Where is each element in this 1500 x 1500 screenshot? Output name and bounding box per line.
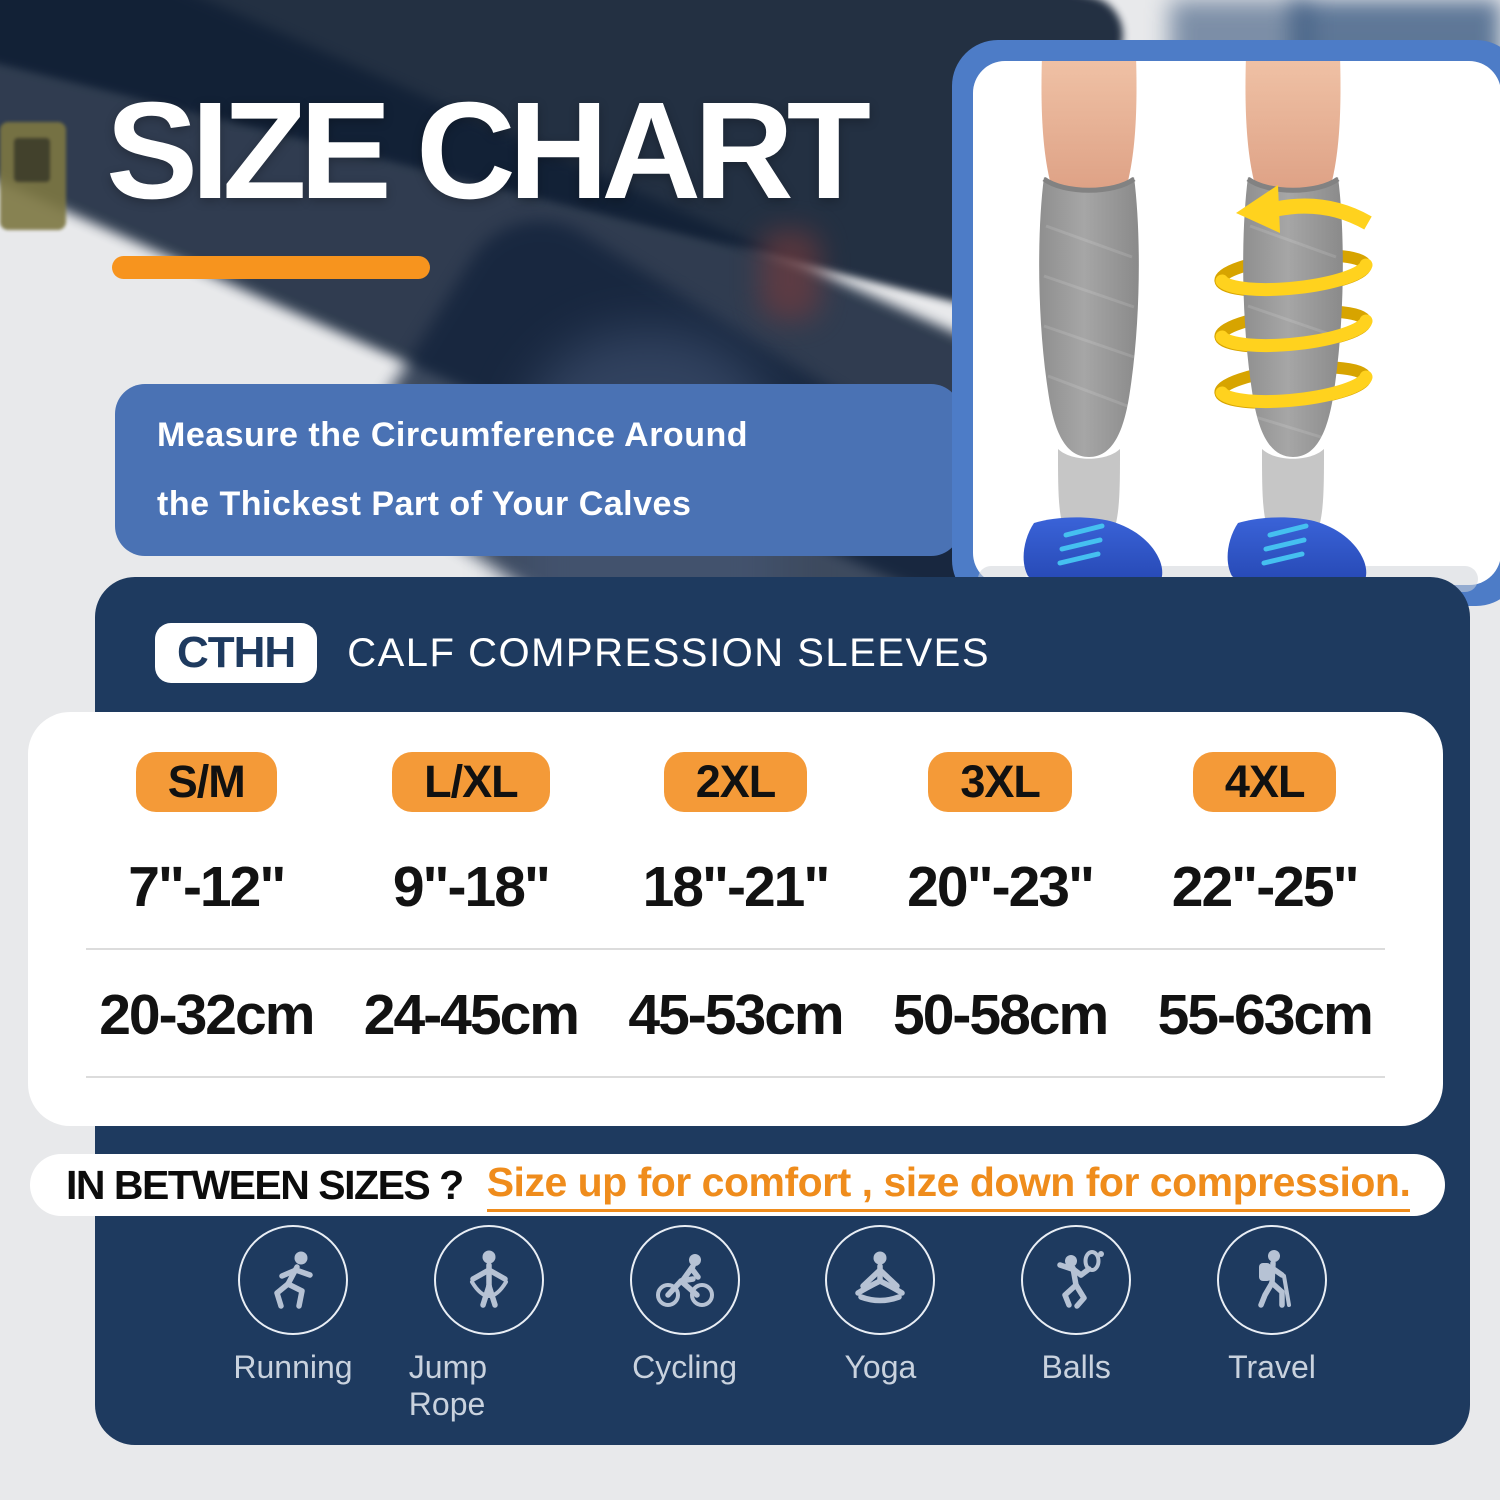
right-shoe-laces	[1261, 523, 1309, 566]
measure-note-line1: Measure the Circumference Around	[157, 416, 748, 454]
size-header-row: S/M L/XL 2XL 3XL 4XL	[74, 752, 1397, 812]
title-underline	[112, 256, 430, 279]
cm-value: 55-63cm	[1157, 983, 1374, 1047]
left-calf-sleeve	[1039, 177, 1139, 457]
wrap-direction-arrow-head	[1236, 185, 1280, 233]
right-calf-sleeve	[1243, 177, 1343, 457]
size-badge: 2XL	[663, 752, 808, 812]
inches-value: 7"-12"	[128, 855, 286, 919]
inches-value: 9"-18"	[392, 855, 551, 919]
activity-jump-rope: Jump Rope	[409, 1225, 569, 1423]
cycling-icon	[629, 1225, 740, 1335]
inches-value: 22"-25"	[1171, 855, 1360, 919]
size-badge: 4XL	[1192, 752, 1337, 812]
wrap-direction-arrow-shaft	[1274, 198, 1372, 230]
activity-yoga: Yoga	[800, 1225, 960, 1423]
cm-value: 20-32cm	[99, 983, 315, 1047]
inches-value: 18"-21"	[642, 855, 831, 919]
travel-icon	[1216, 1225, 1327, 1335]
calf-sleeves-illustration	[978, 61, 1478, 602]
size-table: S/M L/XL 2XL 3XL 4XL 7"-12" 9"-18" 18"-2…	[28, 712, 1443, 1126]
left-shoe-laces	[1057, 523, 1105, 566]
activity-label: Travel	[1228, 1349, 1316, 1385]
left-calf-skin	[1041, 61, 1137, 197]
activity-travel: Travel	[1192, 1225, 1352, 1423]
brand-row: CTHH CALF COMPRESSION SLEEVES	[155, 623, 990, 683]
right-calf-skin	[1245, 61, 1341, 197]
activity-running: Running	[213, 1225, 373, 1423]
activity-balls: Balls	[996, 1225, 1156, 1423]
left-sock	[1058, 449, 1120, 523]
activity-label: Running	[233, 1349, 353, 1385]
size-badge: S/M	[135, 752, 277, 812]
centimeters-row: 20-32cm 24-45cm 45-53cm 50-58cm 55-63cm	[74, 982, 1397, 1048]
sizing-tip-text: Size up for comfort , size down for comp…	[486, 1159, 1411, 1212]
sizing-tip-banner: IN BETWEEN SIZES ? Size up for comfort ,…	[30, 1154, 1445, 1216]
jump-rope-icon	[433, 1225, 544, 1335]
brand-badge: CTHH	[155, 623, 318, 683]
inches-row: 7"-12" 9"-18" 18"-21" 20"-23" 22"-25"	[74, 854, 1397, 920]
product-name: CALF COMPRESSION SLEEVES	[347, 630, 991, 675]
inches-value: 20"-23"	[907, 855, 1095, 919]
right-sock	[1262, 449, 1324, 523]
row-divider	[86, 1076, 1385, 1078]
running-icon	[238, 1225, 348, 1335]
product-photo-frame	[952, 40, 1500, 606]
activity-label: Jump Rope	[408, 1349, 488, 1422]
cm-value: 50-58cm	[893, 983, 1109, 1047]
size-badge: 3XL	[928, 752, 1072, 812]
measure-note-line2: the Thickest Part of Your Calves	[157, 485, 692, 523]
cm-value: 45-53cm	[628, 983, 844, 1047]
right-leg	[1214, 61, 1373, 602]
background-street-sign	[0, 122, 66, 230]
activities-row: Running Jump Rope	[95, 1225, 1470, 1423]
measure-note-box: Measure the Circumference Around the Thi…	[115, 384, 961, 556]
compression-wrap-bands	[1215, 258, 1373, 409]
balls-icon	[1021, 1225, 1132, 1335]
size-badge: L/XL	[392, 752, 550, 812]
yoga-icon	[825, 1225, 936, 1335]
activity-label: Yoga	[844, 1349, 917, 1385]
row-divider	[86, 948, 1385, 950]
activity-cycling: Cycling	[605, 1225, 765, 1423]
activity-label: Balls	[1041, 1349, 1111, 1385]
page-title: SIZE CHART	[106, 74, 871, 228]
left-leg	[1023, 61, 1164, 602]
between-sizes-question: IN BETWEEN SIZES ?	[66, 1161, 464, 1208]
cm-value: 24-45cm	[363, 983, 580, 1047]
activity-label: Cycling	[632, 1349, 738, 1385]
background-red-glow	[760, 230, 820, 320]
